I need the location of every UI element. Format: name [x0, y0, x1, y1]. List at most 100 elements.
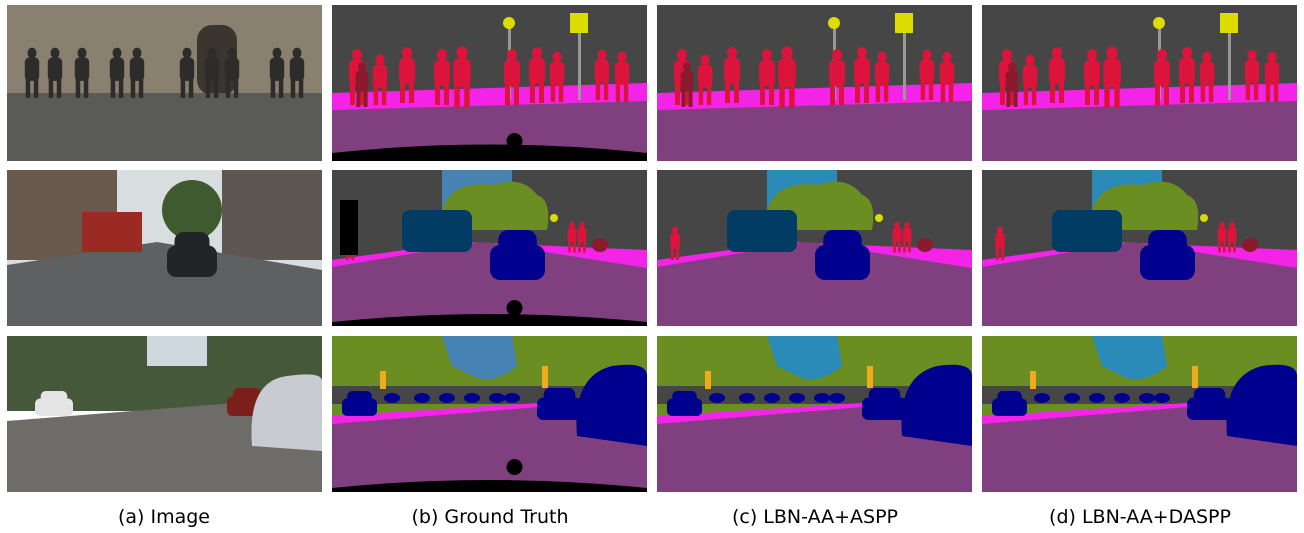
person — [1114, 83, 1120, 108]
car — [174, 232, 210, 255]
person — [830, 83, 835, 105]
person — [670, 233, 680, 249]
car — [829, 393, 845, 403]
person — [614, 61, 630, 85]
person — [727, 47, 737, 59]
person — [680, 71, 694, 92]
person — [204, 57, 220, 81]
person — [877, 51, 887, 63]
person — [355, 71, 369, 92]
person — [672, 226, 678, 234]
person — [402, 47, 412, 59]
sign — [570, 13, 588, 33]
person — [1208, 82, 1214, 102]
person — [48, 78, 54, 98]
person — [1006, 89, 1011, 107]
person — [1253, 80, 1259, 100]
bus — [82, 212, 142, 252]
segmentation-map — [332, 170, 647, 326]
person — [179, 57, 195, 81]
person — [180, 78, 186, 98]
traffic-light — [550, 214, 558, 222]
person — [539, 81, 544, 103]
car — [823, 230, 862, 255]
bus — [402, 210, 472, 252]
void — [332, 314, 647, 326]
rider — [917, 238, 933, 252]
person — [573, 240, 576, 253]
segmentation-map — [982, 170, 1297, 326]
person — [375, 54, 385, 66]
person — [434, 60, 450, 86]
person — [530, 81, 535, 103]
person — [227, 47, 237, 59]
person — [1104, 83, 1110, 108]
person — [942, 51, 952, 63]
rider — [1242, 238, 1258, 252]
person — [769, 83, 774, 105]
car — [1089, 393, 1105, 403]
car — [489, 393, 505, 403]
sign — [895, 13, 913, 33]
person — [182, 47, 192, 59]
car — [543, 388, 576, 404]
person — [1094, 83, 1099, 105]
person — [579, 221, 585, 229]
person — [1227, 227, 1237, 243]
rider — [592, 238, 608, 252]
person — [1049, 58, 1065, 84]
person — [269, 57, 285, 81]
person — [759, 60, 775, 86]
traffic-light — [867, 366, 873, 388]
segmentation-map — [982, 5, 1297, 161]
car — [1139, 393, 1155, 403]
person — [47, 57, 63, 81]
person — [1244, 59, 1260, 83]
person — [597, 49, 607, 61]
car — [901, 364, 972, 446]
person — [1106, 46, 1118, 60]
person — [298, 78, 304, 98]
person — [875, 82, 881, 102]
person — [1189, 81, 1194, 103]
person — [762, 49, 772, 61]
person — [400, 81, 405, 103]
person — [504, 60, 520, 86]
person — [435, 83, 440, 105]
person — [112, 47, 122, 59]
segmentation-map — [657, 170, 972, 326]
person — [1157, 49, 1167, 61]
car — [498, 230, 537, 255]
person — [278, 78, 284, 98]
person — [1164, 83, 1169, 105]
person — [1264, 61, 1280, 85]
person — [83, 78, 89, 98]
person — [676, 246, 680, 260]
caption: (c) LBN-AA+ASPP — [732, 506, 898, 528]
person — [615, 82, 621, 102]
sign — [1153, 17, 1165, 29]
person — [456, 46, 468, 60]
person — [567, 227, 577, 243]
person — [1000, 83, 1005, 105]
person — [684, 83, 689, 105]
person — [552, 51, 562, 63]
void — [332, 144, 647, 161]
person — [1202, 51, 1212, 63]
car — [789, 393, 805, 403]
person — [453, 58, 471, 88]
person — [995, 233, 1005, 249]
traffic-light — [1192, 366, 1198, 388]
car — [1154, 393, 1170, 403]
photo — [7, 170, 322, 326]
person — [578, 240, 581, 253]
person — [77, 47, 87, 59]
car — [814, 393, 830, 403]
person — [363, 89, 368, 107]
sky — [147, 336, 207, 366]
road — [332, 242, 647, 326]
car — [1226, 364, 1297, 446]
person — [272, 47, 282, 59]
person — [683, 62, 691, 72]
